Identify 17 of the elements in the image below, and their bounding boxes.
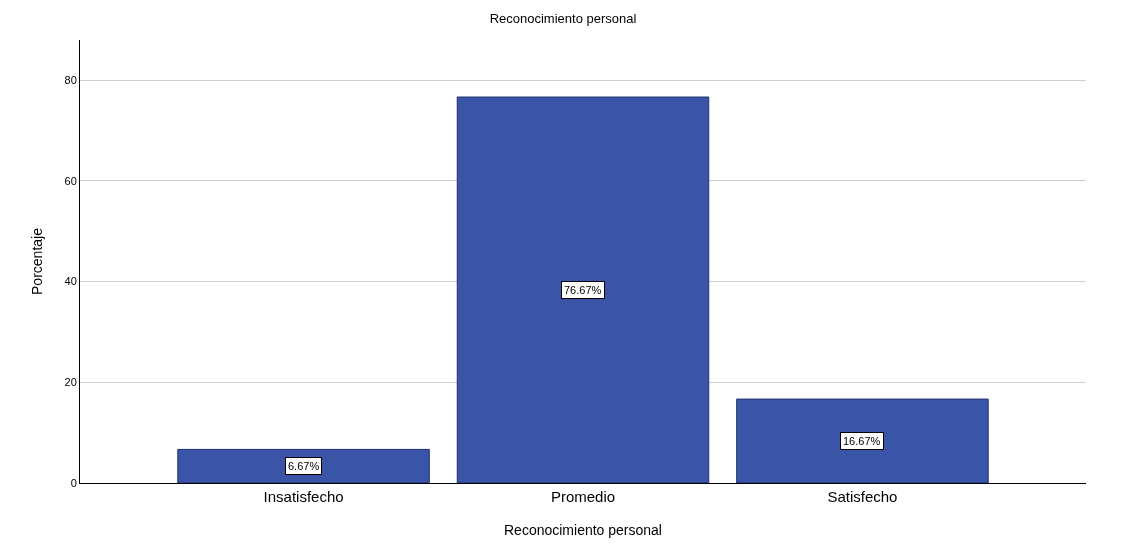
x-axis-title: Reconocimiento personal — [504, 522, 662, 538]
y-tick-label: 60 — [64, 174, 77, 187]
y-tick-label: 40 — [64, 275, 77, 288]
y-tick-label: 80 — [64, 74, 77, 87]
y-tick-label: 20 — [64, 376, 77, 389]
chart-title: Reconocimiento personal — [489, 10, 637, 26]
bar — [736, 398, 989, 483]
x-tick-label: Satisfecho — [827, 488, 898, 505]
data-label: 6.67% — [288, 460, 320, 472]
x-tick-label: Insatisfecho — [263, 488, 344, 505]
x-tick-label: Promedio — [550, 488, 616, 505]
data-label: 76.67% — [564, 284, 602, 296]
y-tick-label: 0 — [70, 476, 77, 489]
data-label: 16.67% — [843, 435, 881, 447]
y-axis-title: Porcentaje — [29, 227, 45, 295]
bar — [456, 96, 710, 483]
bar — [177, 448, 430, 483]
